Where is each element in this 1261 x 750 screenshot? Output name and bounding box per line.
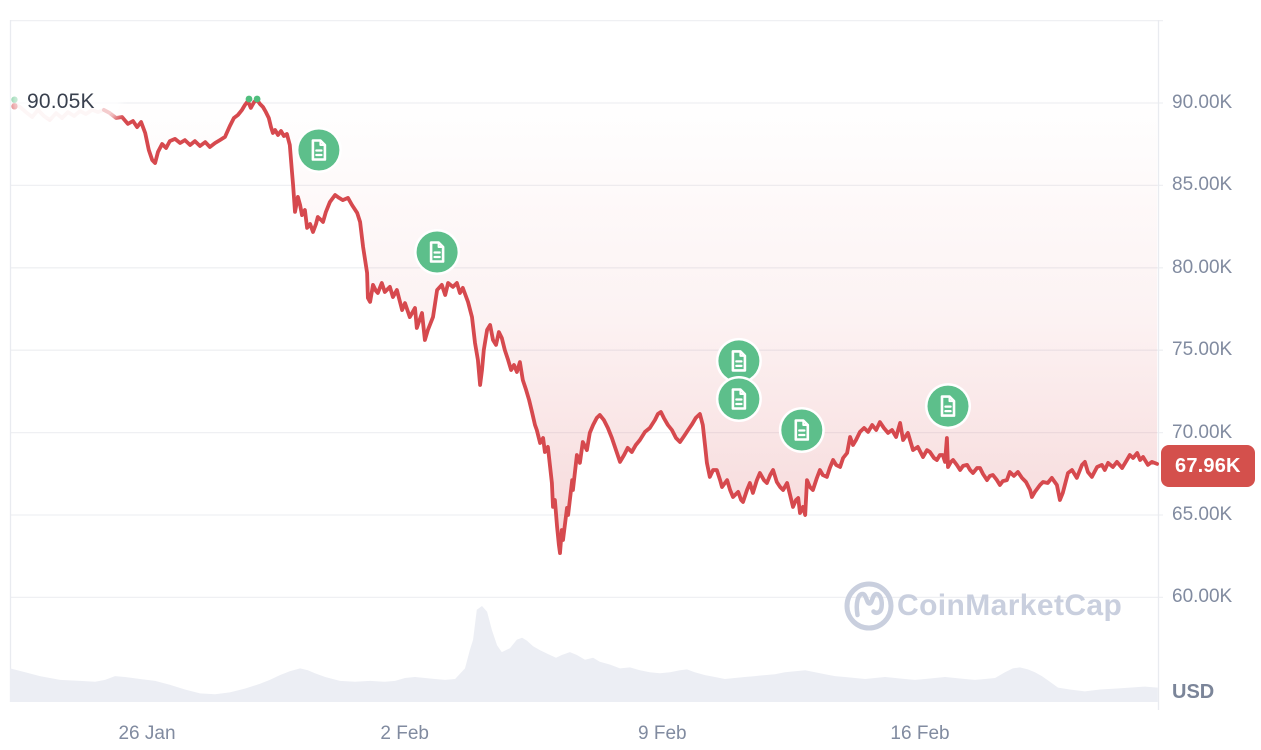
start-price-label: 90.05K	[27, 90, 95, 113]
price-line[interactable]	[102, 98, 1159, 555]
x-axis: 26 Jan 2 Feb 9 Feb 16 Feb	[0, 722, 1261, 750]
current-price-badge: 67.96K	[1161, 445, 1255, 488]
high-marker-dot	[245, 95, 253, 103]
y-axis-label: 60.00K	[1172, 586, 1233, 608]
y-axis: 90.00K 85.00K 80.00K 75.00K 70.00K 65.00K 60.0…	[1172, 0, 1261, 750]
news-event-icon[interactable]	[923, 381, 973, 431]
y-axis-label: 65.00K	[1172, 504, 1233, 525]
y-axis-label: 75.00K	[1172, 339, 1233, 361]
news-event-icon[interactable]	[714, 374, 764, 424]
coinmarketcap-logo-icon	[844, 581, 894, 631]
y-axis-label: 70.00K	[1172, 421, 1233, 443]
x-axis-label: 9 Feb	[638, 723, 687, 744]
news-event-icon[interactable]	[777, 405, 827, 455]
x-axis-label: 2 Feb	[380, 723, 429, 744]
news-event-icon[interactable]	[412, 227, 462, 277]
start-price-halo	[16, 85, 116, 119]
high-marker-dot	[253, 95, 261, 103]
watermark-wordmark: CoinMarketCap	[897, 589, 1123, 622]
x-axis-label: 16 Feb	[890, 723, 950, 744]
y-axis-label: 80.00K	[1172, 256, 1233, 278]
volume-area	[10, 606, 1158, 702]
news-event-icon[interactable]	[294, 125, 344, 175]
currency-unit-label: USD	[1172, 681, 1215, 703]
x-axis-label: 26 Jan	[118, 723, 176, 744]
price-fill	[103, 20, 1158, 554]
y-axis-label: 85.00K	[1172, 174, 1233, 196]
y-axis-label: 90.00K	[1172, 92, 1233, 113]
